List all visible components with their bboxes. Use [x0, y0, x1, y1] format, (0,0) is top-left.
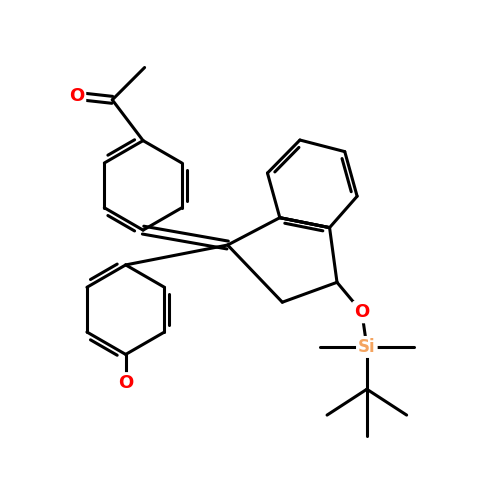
Text: Si: Si: [358, 338, 376, 356]
Text: O: O: [118, 374, 134, 392]
Text: O: O: [69, 87, 84, 105]
Text: O: O: [354, 303, 370, 321]
